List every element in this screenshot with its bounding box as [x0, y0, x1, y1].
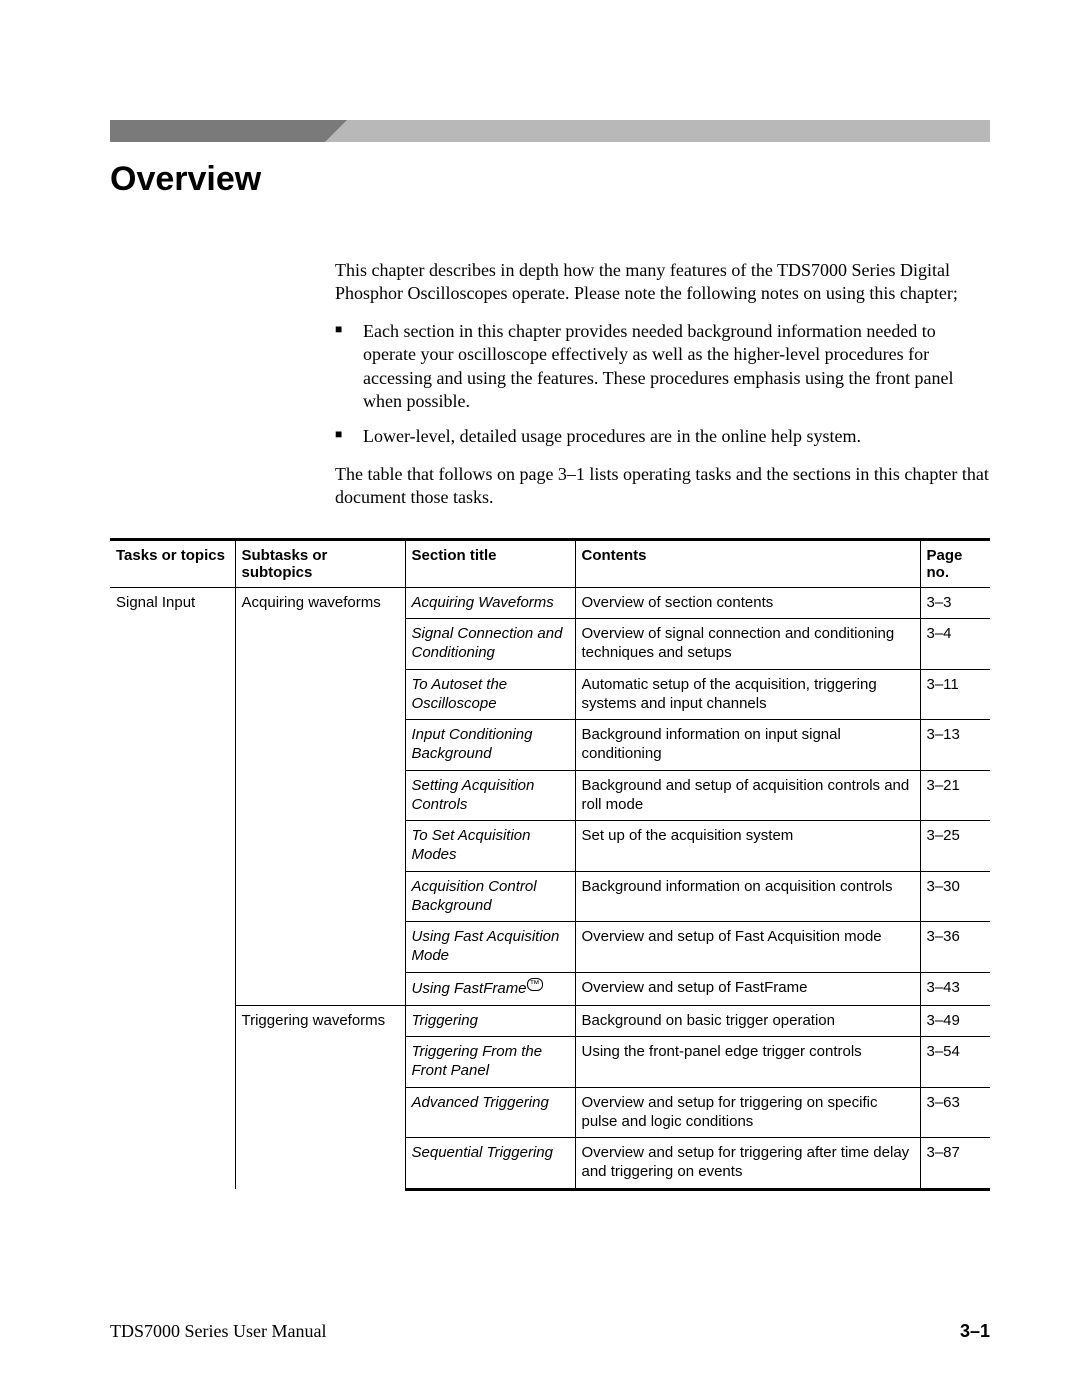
cell-contents: Set up of the acquisition system: [575, 821, 920, 872]
cell-contents: Background on basic trigger operation: [575, 1005, 920, 1037]
col-header-contents: Contents: [575, 539, 920, 587]
cell-contents: Using the front-panel edge trigger contr…: [575, 1037, 920, 1088]
cell-page: 3–30: [920, 871, 990, 922]
cell-page: 3–49: [920, 1005, 990, 1037]
cell-section: Triggering: [405, 1005, 575, 1037]
page-footer: TDS7000 Series User Manual 3–1: [110, 1321, 990, 1342]
table-header-row: Tasks or topics Subtasks or subtopics Se…: [110, 539, 990, 587]
cell-page: 3–87: [920, 1138, 990, 1190]
intro-bullet-2: Lower-level, detailed usage procedures a…: [335, 425, 990, 448]
col-header-subtasks: Subtasks or subtopics: [235, 539, 405, 587]
cell-section: Using FastFrame™: [405, 972, 575, 1005]
cell-contents: Overview and setup of Fast Acquisition m…: [575, 922, 920, 973]
cell-section: Input Conditioning Background: [405, 720, 575, 771]
table-row: Triggering waveformsTriggeringBackground…: [110, 1005, 990, 1037]
cell-contents: Overview of section contents: [575, 587, 920, 619]
cell-page: 3–3: [920, 587, 990, 619]
footer-page-number: 3–1: [960, 1321, 990, 1342]
col-header-section: Section title: [405, 539, 575, 587]
cell-section: Signal Connection and Conditioning: [405, 619, 575, 670]
topics-table: Tasks or topics Subtasks or subtopics Se…: [110, 538, 990, 1191]
cell-contents: Automatic setup of the acquisition, trig…: [575, 669, 920, 720]
page-title: Overview: [110, 160, 990, 199]
cell-page: 3–21: [920, 770, 990, 821]
table-row: Signal InputAcquiring waveformsAcquiring…: [110, 587, 990, 619]
cell-page: 3–25: [920, 821, 990, 872]
cell-page: 3–63: [920, 1087, 990, 1138]
cell-task: Signal Input: [110, 587, 235, 1189]
intro-bullet-list: Each section in this chapter provides ne…: [335, 320, 990, 449]
intro-paragraph-2: The table that follows on page 3–1 lists…: [335, 463, 990, 510]
cell-section: Triggering From the Front Panel: [405, 1037, 575, 1088]
cell-page: 3–43: [920, 972, 990, 1005]
cell-contents: Background and setup of acquisition cont…: [575, 770, 920, 821]
cell-page: 3–36: [920, 922, 990, 973]
cell-section: Advanced Triggering: [405, 1087, 575, 1138]
cell-contents: Background information on acquisition co…: [575, 871, 920, 922]
cell-page: 3–11: [920, 669, 990, 720]
intro-paragraph-1: This chapter describes in depth how the …: [335, 259, 990, 306]
cell-subtask-1: Acquiring waveforms: [235, 587, 405, 1005]
cell-contents: Overview and setup for triggering on spe…: [575, 1087, 920, 1138]
cell-subtask-2: Triggering waveforms: [235, 1005, 405, 1189]
cell-section: Using Fast Acquisition Mode: [405, 922, 575, 973]
cell-section: Sequential Triggering: [405, 1138, 575, 1190]
cell-page: 3–4: [920, 619, 990, 670]
cell-contents: Overview and setup of FastFrame: [575, 972, 920, 1005]
col-header-page: Page no.: [920, 539, 990, 587]
cell-section: To Set Acquisition Modes: [405, 821, 575, 872]
intro-text-block: This chapter describes in depth how the …: [335, 259, 990, 510]
header-decoration-bar: [110, 120, 990, 142]
cell-section: Acquisition Control Background: [405, 871, 575, 922]
cell-contents: Overview and setup for triggering after …: [575, 1138, 920, 1190]
cell-page: 3–54: [920, 1037, 990, 1088]
cell-section: Acquiring Waveforms: [405, 587, 575, 619]
cell-contents: Overview of signal connection and condit…: [575, 619, 920, 670]
cell-section: Setting Acquisition Controls: [405, 770, 575, 821]
cell-section: To Autoset the Oscilloscope: [405, 669, 575, 720]
cell-contents: Background information on input signal c…: [575, 720, 920, 771]
col-header-tasks: Tasks or topics: [110, 539, 235, 587]
footer-manual-title: TDS7000 Series User Manual: [110, 1321, 326, 1342]
cell-page: 3–13: [920, 720, 990, 771]
intro-bullet-1: Each section in this chapter provides ne…: [335, 320, 990, 414]
